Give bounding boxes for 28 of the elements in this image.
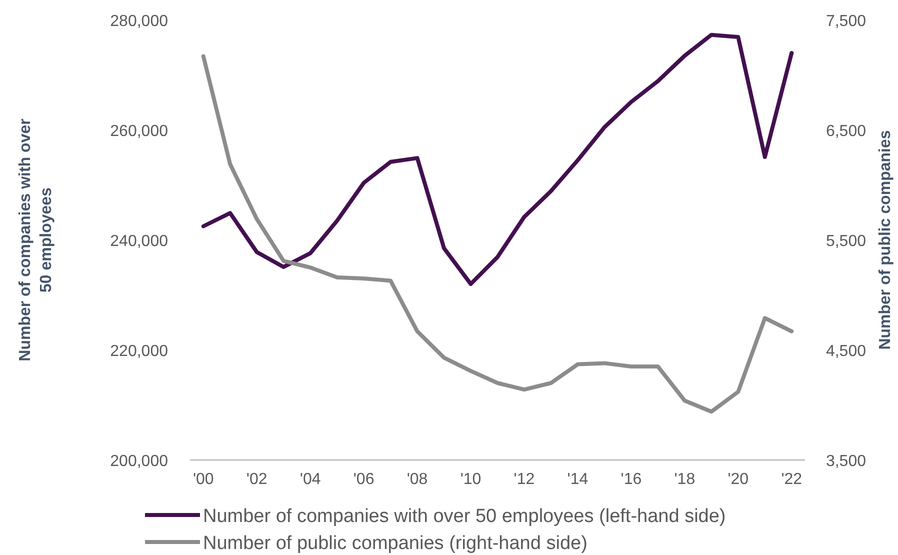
y2-axis-title: Number of public companies [877,130,894,350]
y2-tick-label: 7,500 [826,13,866,30]
x-tick-label: '14 [567,471,588,488]
y-tick-label: 200,000 [110,453,168,470]
y-axis-title: Number of companies with over 50 employees [17,118,55,362]
line-series [201,32,794,286]
x-tick-label: '04 [300,471,321,488]
x-tick-label: '22 [781,471,802,488]
x-tick-label: '10 [460,471,482,488]
x-tick-label: '16 [620,471,642,488]
legend-label: Number of companies with over 50 employees (left-hand side) [203,506,726,527]
x-tick-label: '00 [192,471,214,488]
y-tick-label: 220,000 [110,343,168,360]
y2-tick-label: 3,500 [826,453,866,470]
x-tick-label: '18 [674,471,696,488]
legend-label: Number of public companies (right-hand side) [203,533,588,554]
y2-tick-label: 4,500 [826,343,866,360]
x-tick-label: '08 [406,471,428,488]
x-tick-label: '20 [728,471,749,488]
x-tick-label: '02 [246,471,268,488]
x-tick-label: '12 [514,471,535,488]
x-tick-label: '06 [353,471,374,488]
y-tick-label: 240,000 [110,233,168,250]
y-tick-label: 280,000 [110,13,168,30]
y2-tick-label: 5,500 [826,233,866,250]
y-tick-label: 260,000 [110,123,168,140]
line-series [201,54,794,414]
y2-tick-label: 6,500 [826,123,866,140]
